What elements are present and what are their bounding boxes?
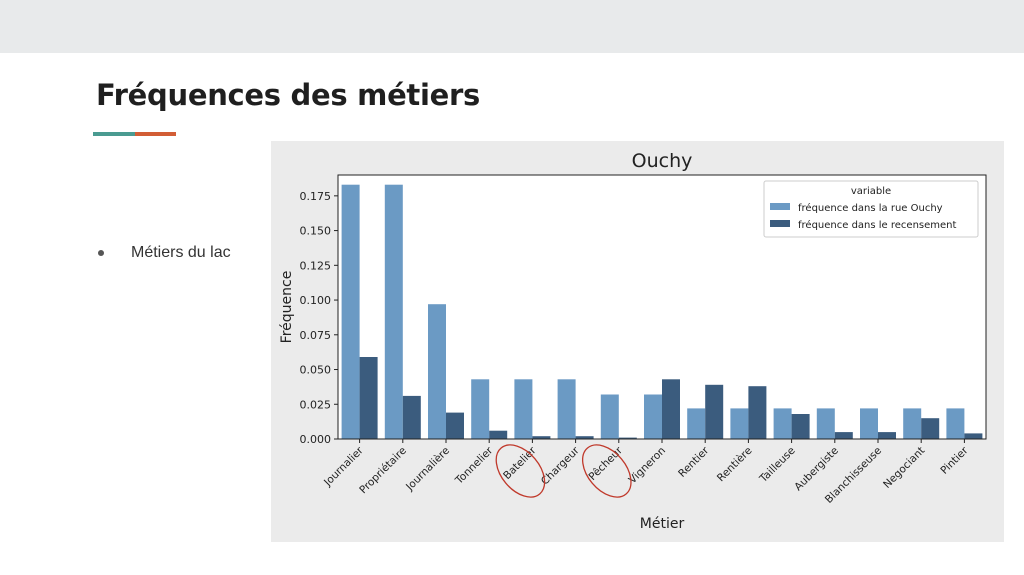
accent-bar-orange [135,132,176,136]
bullet-item: Métiers du lac [98,244,231,262]
x-tick-label: Tailleuse [757,445,798,486]
bullet-dot-icon [98,250,104,256]
y-tick-label: 0.175 [300,190,332,203]
bar-rue-tailleuse [773,408,792,439]
bar-recensement-blanchisseuse [878,432,896,439]
x-tick-label: Pintier [938,444,971,477]
bar-recensement-tonnelier [489,430,508,439]
bar-rue-propriétaire [384,184,403,439]
x-tick-label: Journalière [403,445,452,494]
bar-rue-pintier [946,408,965,439]
x-tick-label: Tonnelier [453,444,496,487]
bar-recensement-batelier [532,436,551,439]
accent-bar-teal [93,132,135,136]
x-tick-label: Journalier [321,444,366,489]
y-tick-label: 0.125 [300,259,332,272]
bar-recensement-propriétaire [402,395,421,439]
y-tick-label: 0.025 [300,398,332,411]
bar-rue-vigneron [644,394,662,439]
bar-recensement-journalier [359,357,378,439]
bar-rue-journalier [341,184,360,439]
bar-recensement-pêcheur [618,437,637,439]
y-tick-label: 0.100 [300,294,332,307]
x-tick-label: Batelier [501,444,539,482]
bullet-text: Métiers du lac [131,244,231,261]
bar-recensement-tailleuse [791,414,810,439]
y-tick-label: 0.000 [300,433,332,446]
bar-rue-chargeur [557,379,576,439]
bar-recensement-aubergiste [834,432,853,439]
bar-recensement-pintier [964,433,983,439]
x-tick-label: Negociant [881,445,927,491]
legend-box [763,180,979,238]
bar-rue-negociant [903,408,922,439]
y-tick-label: 0.050 [300,364,332,377]
circle-annotation-pêcheur [581,444,632,498]
y-axis-label: Fréquence [279,271,295,344]
x-tick-label: Chargeur [539,444,582,487]
x-tick-label: Rentier [676,444,712,480]
bar-chart: 0.000 0.025 0.050 0.075 0.100 0.125 0.150 0.175… [279,150,987,532]
chart-title: Ouchy [632,150,693,172]
y-tick-label: 0.075 [300,329,332,342]
bar-recensement-negociant [921,418,940,439]
top-band [0,0,1024,53]
x-tick-label: Propriétaire [357,445,409,497]
x-axis-label: Métier [640,516,685,532]
bar-rue-batelier [514,379,533,439]
y-tick-label: 0.150 [300,225,332,238]
legend-label: fréquence dans la rue Ouchy [798,202,943,214]
bar-rue-journalière [428,304,446,439]
chart-image: 0.000 0.025 0.050 0.075 0.100 0.125 0.150 0.175… [271,141,1004,542]
slide-title: Fréquences des métiers [96,78,480,112]
bar-rue-rentier [687,408,706,439]
bar-rue-tonnelier [471,379,490,439]
bullet-list: Métiers du lac [98,244,231,262]
bar-recensement-vigneron [662,379,680,439]
bar-rue-blanchisseuse [860,408,878,439]
bar-recensement-rentière [748,386,767,439]
bar-recensement-journalière [446,412,464,439]
bar-rue-pêcheur [600,394,619,439]
bar-recensement-rentier [705,384,724,439]
x-tick-label: Vigneron [627,445,669,487]
legend-swatch [770,220,790,227]
circle-annotation-batelier [495,444,546,498]
x-tick-label: Pêcheur [587,444,626,483]
legend-swatch [770,203,790,210]
legend-title: variable [851,186,891,197]
bar-rue-aubergiste [816,408,835,439]
bar-recensement-chargeur [575,436,594,439]
x-tick-label: Rentière [715,445,755,485]
legend-label: fréquence dans le recensement [798,219,957,231]
bar-rue-rentière [730,408,749,439]
